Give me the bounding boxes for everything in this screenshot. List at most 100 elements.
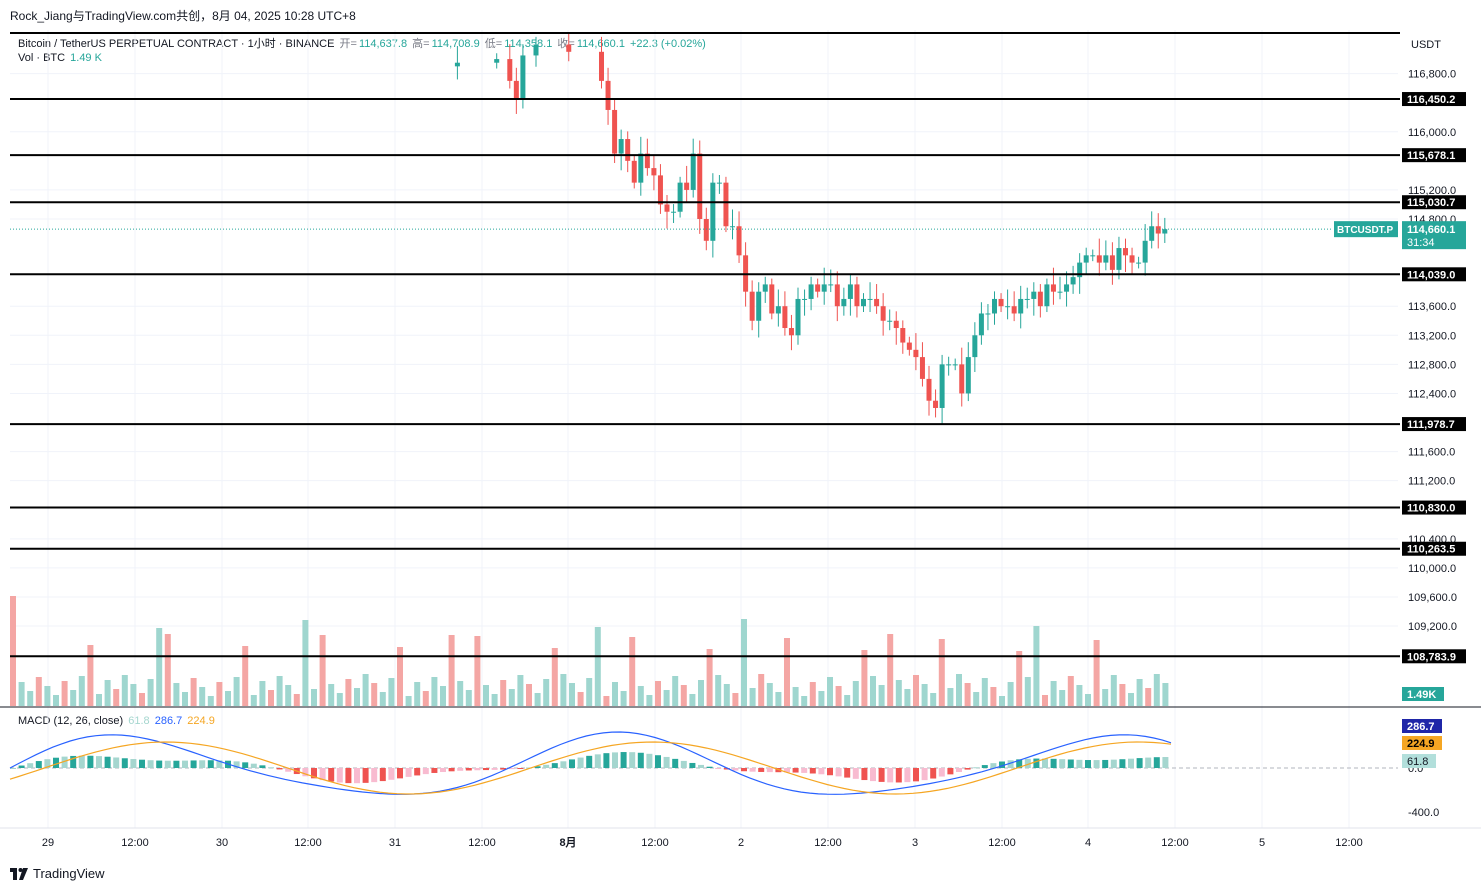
macd-hist-bar	[689, 762, 696, 768]
volume-bar	[336, 693, 343, 706]
volume-bar	[1007, 682, 1014, 706]
price-tick: 109,200.0	[1408, 621, 1457, 633]
macd-hist-bar	[345, 768, 352, 784]
current-price-tag	[1402, 221, 1466, 250]
volume-bar	[1033, 626, 1040, 706]
candle-body	[1064, 284, 1070, 292]
macd-hist-bar	[999, 761, 1005, 768]
macd-hist-bar	[1059, 759, 1066, 768]
level-tag-text: 116,450.2	[1407, 94, 1455, 106]
candle-body	[985, 313, 991, 315]
candle-body	[736, 226, 742, 256]
volume-bar	[61, 681, 68, 706]
volume-bar	[483, 685, 489, 706]
volume-bar	[147, 679, 154, 706]
macd-hist-bar	[749, 768, 756, 772]
volume-bar	[1110, 675, 1117, 706]
volume-bar	[104, 680, 111, 706]
volume-bar	[663, 690, 670, 706]
volume-bar	[1085, 694, 1091, 706]
volume-bar	[207, 696, 214, 706]
macd-tag-text: 286.7	[1407, 721, 1435, 733]
volume-bar	[397, 647, 403, 706]
macd-hist-bar	[1119, 759, 1126, 768]
macd-hist-bar	[792, 768, 799, 773]
volume-bar	[672, 676, 679, 706]
volume-bar	[457, 681, 464, 706]
level-tag	[1402, 417, 1466, 432]
volume-bar	[637, 686, 644, 706]
candle-body	[939, 364, 945, 408]
macd-hist-bar	[44, 759, 51, 768]
macd-line-value: 286.7	[154, 715, 183, 727]
high-value: 114,708.9	[431, 38, 480, 50]
candle-body	[1037, 291, 1043, 307]
macd-hist-bar	[534, 766, 541, 768]
level-tag	[1402, 148, 1466, 163]
macd-signal-value: 224.9	[187, 715, 215, 727]
volume-bar	[784, 638, 790, 706]
macd-hist-bar	[637, 752, 644, 768]
macd-hist-bar	[379, 768, 386, 782]
volume-bar	[422, 691, 429, 706]
macd-hist-bar	[250, 763, 257, 768]
candle-body	[900, 328, 906, 343]
volume-bar	[586, 678, 593, 706]
macd-hist-bar	[508, 768, 515, 770]
volume-bar	[500, 680, 507, 706]
volume-bar	[999, 696, 1005, 706]
candle-body	[906, 342, 912, 350]
volume-bar	[594, 627, 601, 706]
macd-hist-bar	[457, 768, 464, 771]
price-tick: 111,200.0	[1408, 476, 1455, 488]
candle-body	[808, 284, 814, 299]
time-tick: 12:00	[641, 837, 669, 849]
volume-bars	[10, 596, 1169, 706]
macd-hist-bar	[414, 768, 421, 776]
volume-bar	[1162, 683, 1169, 706]
volume-bar	[715, 675, 722, 706]
volume-bar	[517, 675, 524, 706]
candle-body	[710, 182, 716, 241]
macd-tick: -400.0	[1408, 807, 1439, 819]
candles	[454, 33, 1168, 425]
price-tick: 116,800.0	[1408, 69, 1456, 81]
time-tick: 3	[912, 837, 918, 849]
macd-hist-bar	[1085, 760, 1091, 768]
volume-bar	[878, 685, 885, 706]
macd-hist-bar	[1042, 758, 1048, 768]
volume-bar	[225, 691, 231, 706]
macd-hist-bar	[70, 755, 77, 768]
low-label: 低=	[484, 38, 503, 50]
candle-body	[625, 139, 631, 161]
macd-hist-bar	[861, 768, 868, 781]
candle-body	[651, 168, 657, 176]
macd-hist-bar	[517, 768, 524, 769]
volume-bar	[362, 674, 369, 706]
candle-body	[952, 364, 958, 366]
volume-bar	[276, 676, 283, 706]
candle-body	[1005, 306, 1011, 308]
hist-tag	[1402, 754, 1436, 768]
price-tick: 115,200.0	[1408, 185, 1456, 197]
candle-body	[775, 306, 781, 314]
volume-bar	[1128, 693, 1134, 706]
macd-hist-bar	[130, 759, 137, 768]
macd-hist-bar	[1145, 757, 1152, 768]
volume-bar	[1042, 695, 1048, 706]
volume-bar	[680, 685, 687, 706]
time-tick: 12:00	[468, 837, 496, 849]
volume-bar	[560, 674, 567, 706]
macd-hist-bar	[18, 765, 25, 768]
macd-hist-bar	[491, 768, 498, 770]
candle-body	[821, 284, 827, 292]
macd-hist-bar	[827, 768, 833, 776]
candle-body	[723, 182, 729, 227]
macd-hist-bar	[121, 758, 128, 768]
time-tick: 12:00	[814, 837, 842, 849]
candle-body	[1129, 255, 1135, 263]
macd-line	[9, 731, 1172, 795]
candle-body	[965, 357, 971, 394]
